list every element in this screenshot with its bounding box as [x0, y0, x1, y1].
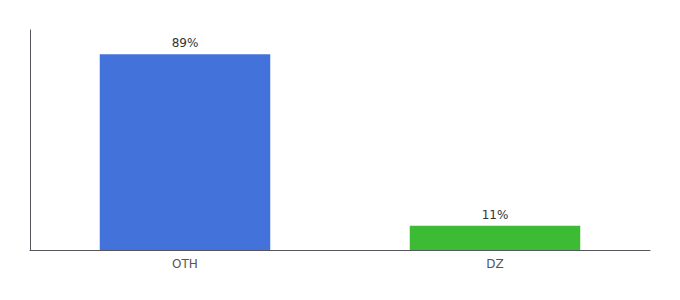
svg-text:OTH: OTH	[172, 257, 198, 271]
svg-text:11%: 11%	[482, 208, 509, 222]
svg-text:89%: 89%	[172, 36, 199, 50]
svg-text:DZ: DZ	[486, 257, 503, 271]
